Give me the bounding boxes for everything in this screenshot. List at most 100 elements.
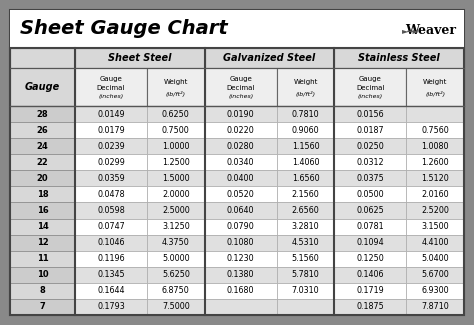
Bar bbox=[334, 68, 406, 106]
Bar bbox=[75, 154, 147, 170]
Bar bbox=[75, 267, 147, 283]
Text: 0.1793: 0.1793 bbox=[97, 303, 125, 311]
Text: 28: 28 bbox=[36, 110, 48, 119]
Bar bbox=[205, 106, 277, 122]
Text: 0.0179: 0.0179 bbox=[97, 126, 125, 135]
Bar bbox=[75, 138, 147, 154]
Bar bbox=[147, 186, 205, 202]
Text: 5.0000: 5.0000 bbox=[162, 254, 190, 263]
Bar bbox=[205, 154, 277, 170]
Bar bbox=[147, 154, 205, 170]
Bar bbox=[406, 235, 464, 251]
Text: 2.0160: 2.0160 bbox=[421, 190, 449, 199]
Bar bbox=[334, 218, 406, 235]
Bar bbox=[147, 251, 205, 267]
Bar bbox=[334, 235, 406, 251]
Text: Gauge: Gauge bbox=[359, 76, 382, 82]
Bar bbox=[147, 170, 205, 186]
Text: 1.5000: 1.5000 bbox=[162, 174, 190, 183]
Bar bbox=[10, 202, 75, 218]
Bar bbox=[406, 218, 464, 235]
Bar bbox=[147, 235, 205, 251]
Bar bbox=[10, 48, 464, 315]
Text: 5.0400: 5.0400 bbox=[421, 254, 449, 263]
Bar bbox=[147, 106, 205, 122]
Text: Gauge: Gauge bbox=[229, 76, 252, 82]
Bar bbox=[334, 154, 406, 170]
Bar bbox=[10, 218, 75, 235]
Bar bbox=[277, 235, 334, 251]
Text: 7.8710: 7.8710 bbox=[421, 303, 449, 311]
Bar bbox=[75, 235, 147, 251]
Text: Galvanized Steel: Galvanized Steel bbox=[223, 53, 316, 63]
Bar bbox=[10, 106, 75, 122]
Text: (lb/ft²): (lb/ft²) bbox=[166, 91, 186, 97]
Bar bbox=[334, 267, 406, 283]
Bar bbox=[277, 202, 334, 218]
Text: Weaver: Weaver bbox=[405, 24, 456, 37]
Text: 0.1644: 0.1644 bbox=[97, 286, 125, 295]
Text: 3.2810: 3.2810 bbox=[292, 222, 319, 231]
Text: 6.9300: 6.9300 bbox=[421, 286, 449, 295]
Bar bbox=[10, 267, 75, 283]
Text: (lb/ft²): (lb/ft²) bbox=[425, 91, 445, 97]
Text: 0.0520: 0.0520 bbox=[227, 190, 255, 199]
Bar bbox=[147, 218, 205, 235]
Bar bbox=[334, 48, 464, 68]
Text: 0.0190: 0.0190 bbox=[227, 110, 255, 119]
Text: 0.9060: 0.9060 bbox=[292, 126, 319, 135]
Text: 1.2500: 1.2500 bbox=[162, 158, 190, 167]
Bar bbox=[277, 299, 334, 315]
Bar bbox=[75, 251, 147, 267]
Text: 0.7500: 0.7500 bbox=[162, 126, 190, 135]
Text: 1.2600: 1.2600 bbox=[421, 158, 449, 167]
Bar bbox=[75, 170, 147, 186]
Text: Weight: Weight bbox=[164, 79, 188, 85]
Text: 0.1406: 0.1406 bbox=[356, 270, 384, 279]
Text: 0.0500: 0.0500 bbox=[356, 190, 384, 199]
Bar bbox=[205, 170, 277, 186]
Bar bbox=[10, 68, 75, 106]
Bar bbox=[75, 299, 147, 315]
Bar bbox=[205, 122, 277, 138]
Text: 0.0478: 0.0478 bbox=[97, 190, 125, 199]
Bar bbox=[205, 68, 277, 106]
Bar bbox=[10, 10, 464, 48]
Text: 0.0312: 0.0312 bbox=[356, 158, 384, 167]
Text: 0.1345: 0.1345 bbox=[97, 270, 125, 279]
Text: 3.1250: 3.1250 bbox=[162, 222, 190, 231]
Bar bbox=[147, 202, 205, 218]
Bar bbox=[10, 235, 75, 251]
Bar bbox=[277, 170, 334, 186]
Bar bbox=[277, 218, 334, 235]
Text: 1.6560: 1.6560 bbox=[292, 174, 319, 183]
Bar bbox=[406, 202, 464, 218]
Bar bbox=[406, 186, 464, 202]
Bar bbox=[406, 267, 464, 283]
Text: 1.1560: 1.1560 bbox=[292, 142, 319, 151]
Text: Weight: Weight bbox=[293, 79, 318, 85]
Text: 8: 8 bbox=[40, 286, 46, 295]
Text: (inches): (inches) bbox=[228, 94, 253, 99]
Bar bbox=[10, 48, 75, 68]
Text: 0.1046: 0.1046 bbox=[97, 238, 125, 247]
Text: 0.0598: 0.0598 bbox=[97, 206, 125, 215]
Text: 0.0280: 0.0280 bbox=[227, 142, 255, 151]
Text: 0.0239: 0.0239 bbox=[97, 142, 125, 151]
Bar bbox=[205, 299, 277, 315]
Bar bbox=[75, 186, 147, 202]
Text: 0.1250: 0.1250 bbox=[356, 254, 384, 263]
Bar bbox=[205, 218, 277, 235]
Bar bbox=[334, 138, 406, 154]
Bar bbox=[334, 202, 406, 218]
Text: 7.5000: 7.5000 bbox=[162, 303, 190, 311]
Text: Sheet Gauge Chart: Sheet Gauge Chart bbox=[20, 20, 228, 38]
Bar bbox=[75, 283, 147, 299]
Text: 7.0310: 7.0310 bbox=[292, 286, 319, 295]
Bar bbox=[205, 267, 277, 283]
Text: 0.0790: 0.0790 bbox=[227, 222, 255, 231]
Bar bbox=[75, 48, 205, 68]
Text: Decimal: Decimal bbox=[356, 85, 384, 91]
Text: 5.6700: 5.6700 bbox=[421, 270, 449, 279]
Text: 0.0149: 0.0149 bbox=[97, 110, 125, 119]
